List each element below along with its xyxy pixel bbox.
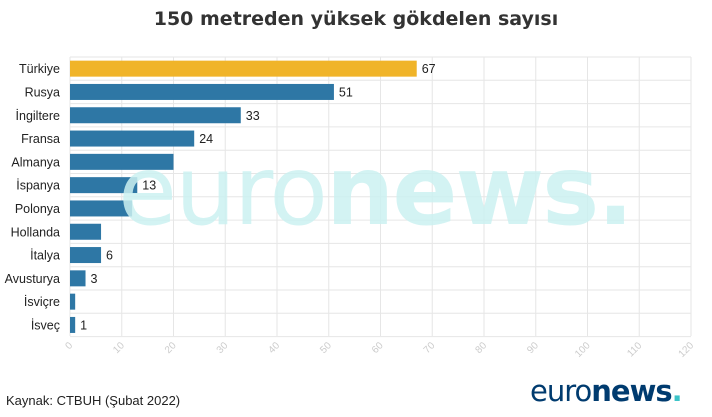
watermark-part3: . [597,135,633,247]
category-label: İsveç [31,318,60,332]
bar [70,293,76,310]
bar [70,153,174,170]
bar [70,177,138,194]
euronews-logo: euronews. [530,374,683,408]
source-note: Kaynak: CTBUH (Şubat 2022) [6,393,181,408]
category-label: İsviçre [24,295,60,309]
x-tick-label: 20 [163,340,179,356]
x-tick-label: 100 [573,340,593,360]
data-label: 51 [339,85,353,99]
x-tick-label: 50 [318,340,334,356]
bar [70,200,133,217]
data-label: 33 [246,109,260,123]
category-label: İspanya [16,179,60,193]
data-label: 13 [142,179,156,193]
x-tick-label: 30 [215,340,231,356]
category-label: İtalya [30,249,60,263]
x-tick-label: 110 [625,340,644,359]
x-tick-label: 0 [63,340,75,352]
x-tick-label: 70 [422,340,438,356]
watermark-part1: euro [118,135,328,247]
data-label: 24 [199,132,213,146]
data-label: 6 [106,249,113,263]
x-tick-label: 40 [266,340,282,356]
bar [70,316,76,333]
euronews-watermark: euronews. [118,135,634,247]
x-tick-label: 90 [525,340,541,356]
logo-part2: news [591,374,672,408]
category-label: Almanya [11,155,60,169]
bar [70,270,86,287]
x-tick-label: 80 [473,340,489,356]
category-label: Hollanda [11,225,60,239]
x-tick-label: 10 [111,340,127,356]
watermark-part2: news [326,135,599,247]
bar [70,223,102,240]
logo-part3: . [671,374,683,408]
category-label: İngiltere [16,109,61,123]
bar [70,130,195,147]
x-tick-label: 60 [370,340,386,356]
data-label: 1 [80,318,87,332]
category-label: Türkiye [19,62,60,76]
bar [70,83,334,100]
x-tick-label: 120 [677,340,697,360]
data-label: 3 [91,272,98,286]
bar [70,60,417,77]
category-label: Polonya [15,202,60,216]
category-label: Rusya [25,85,60,99]
data-label: 67 [422,62,436,76]
logo-part1: euro [530,374,592,408]
chart-title: 150 metreden yüksek gökdelen sayısı [153,8,559,30]
bar [70,247,102,264]
bar [70,107,241,124]
category-label: Fransa [21,132,60,146]
category-label: Avusturya [5,272,60,286]
